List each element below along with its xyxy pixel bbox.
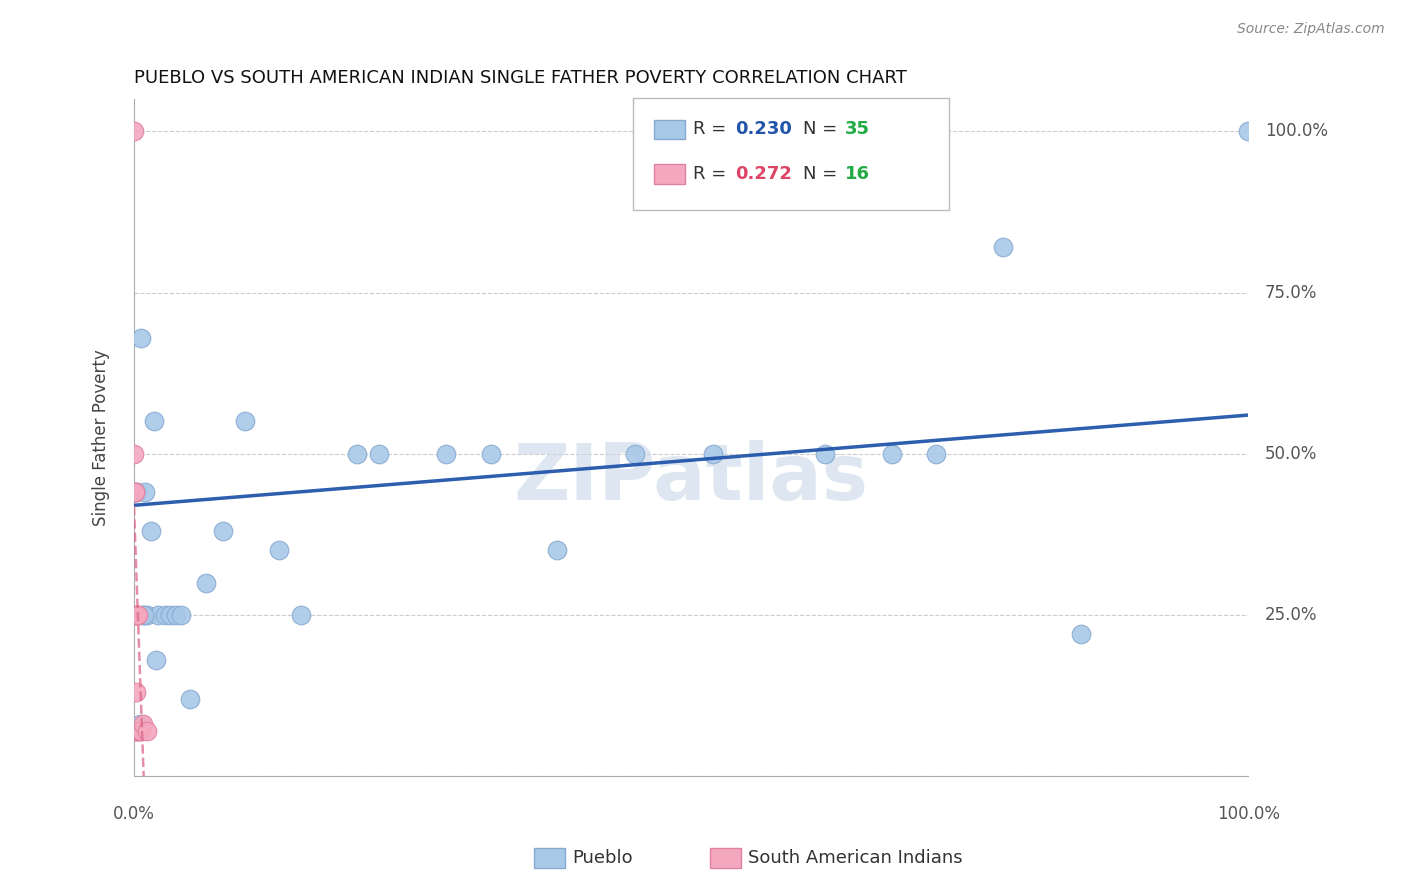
Point: [127, 607, 149, 622]
Point: [132, 717, 155, 731]
Point: [124, 485, 146, 500]
Point: [139, 524, 162, 538]
Point: [346, 447, 368, 461]
Y-axis label: Single Father Poverty: Single Father Poverty: [93, 350, 110, 526]
Point: [127, 607, 149, 622]
Point: [165, 607, 187, 622]
Text: N =: N =: [803, 165, 842, 183]
Text: 100.0%: 100.0%: [1216, 805, 1279, 823]
Point: [993, 240, 1015, 254]
Point: [702, 447, 724, 461]
Point: [145, 653, 167, 667]
Point: [136, 607, 159, 622]
Point: [132, 607, 155, 622]
Point: [195, 575, 218, 590]
Point: [235, 415, 257, 429]
Point: [479, 447, 502, 461]
Point: [1070, 627, 1092, 641]
Text: Pueblo: Pueblo: [572, 849, 633, 867]
Point: [212, 524, 235, 538]
Point: [814, 447, 837, 461]
Point: [127, 723, 149, 738]
Point: [143, 415, 166, 429]
Text: 50.0%: 50.0%: [1265, 445, 1317, 463]
Point: [125, 723, 148, 738]
Point: [434, 447, 457, 461]
Point: [128, 723, 150, 738]
Point: [127, 607, 149, 622]
Point: [122, 124, 145, 138]
Point: [129, 723, 152, 738]
Text: 75.0%: 75.0%: [1265, 284, 1317, 301]
Point: [1237, 124, 1260, 138]
Text: 35: 35: [845, 120, 870, 138]
Point: [136, 723, 159, 738]
Text: Source: ZipAtlas.com: Source: ZipAtlas.com: [1237, 22, 1385, 37]
Point: [159, 607, 181, 622]
Text: 100.0%: 100.0%: [1265, 122, 1329, 140]
Text: PUEBLO VS SOUTH AMERICAN INDIAN SINGLE FATHER POVERTY CORRELATION CHART: PUEBLO VS SOUTH AMERICAN INDIAN SINGLE F…: [134, 69, 907, 87]
Text: N =: N =: [803, 120, 842, 138]
Text: South American Indians: South American Indians: [748, 849, 963, 867]
Point: [546, 543, 568, 558]
Text: ZIPatlas: ZIPatlas: [513, 441, 869, 516]
Text: 0.272: 0.272: [735, 165, 792, 183]
Point: [170, 607, 193, 622]
Point: [128, 717, 150, 731]
Point: [134, 485, 156, 500]
Text: R =: R =: [693, 165, 733, 183]
Point: [290, 607, 312, 622]
Point: [880, 447, 903, 461]
Point: [127, 485, 149, 500]
Text: R =: R =: [693, 120, 733, 138]
Point: [127, 723, 149, 738]
Point: [125, 685, 148, 699]
Point: [153, 607, 176, 622]
Point: [125, 607, 148, 622]
Point: [925, 447, 948, 461]
Text: 0.230: 0.230: [735, 120, 792, 138]
Point: [129, 331, 152, 345]
Point: [624, 447, 647, 461]
Point: [122, 447, 145, 461]
Text: 25.0%: 25.0%: [1265, 606, 1317, 624]
Point: [124, 485, 146, 500]
Text: 0.0%: 0.0%: [112, 805, 155, 823]
Point: [132, 607, 155, 622]
Point: [368, 447, 391, 461]
Text: 16: 16: [845, 165, 870, 183]
Point: [267, 543, 290, 558]
Point: [179, 691, 201, 706]
Point: [124, 485, 146, 500]
Point: [148, 607, 170, 622]
